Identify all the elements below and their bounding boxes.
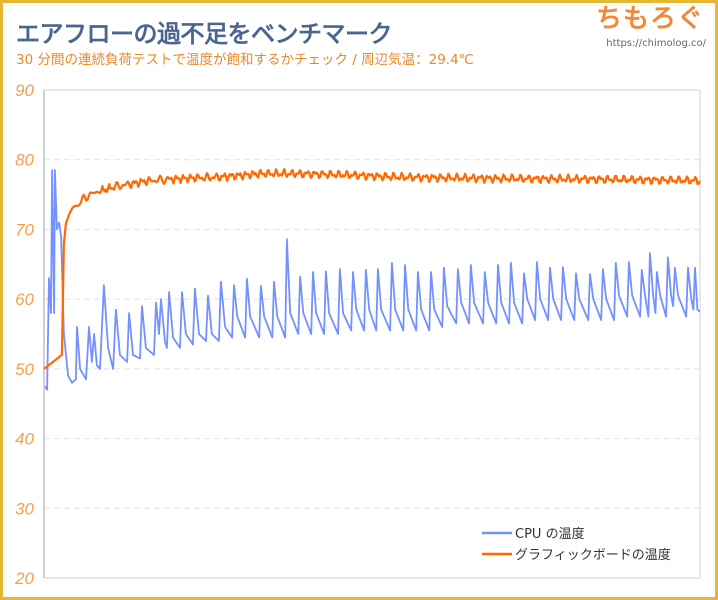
site-url: https://chimolog.co/ [606,38,706,49]
y-tick-label: 50 [15,360,34,379]
y-tick-label: 30 [15,499,34,518]
chart-subtitle: 30 分間の連続負荷テストで温度が飽和するかチェック / 周辺気温：29.4℃ [16,52,474,68]
y-tick-label: 80 [15,151,34,170]
series-line-gpu [43,168,702,370]
legend-label: グラフィックボードの温度 [515,547,671,563]
y-tick-label: 20 [14,569,34,588]
y-tick-label: 40 [15,430,34,449]
legend-label: CPU の温度 [515,526,585,542]
series-line-cpu [44,169,701,391]
y-tick-label: 90 [15,81,34,100]
chart-title: エアフローの過不足をベンチマーク [16,20,393,48]
y-tick-label: 70 [15,220,34,239]
y-tick-label: 60 [15,290,34,309]
site-logo: ちもろぐ [595,4,704,34]
